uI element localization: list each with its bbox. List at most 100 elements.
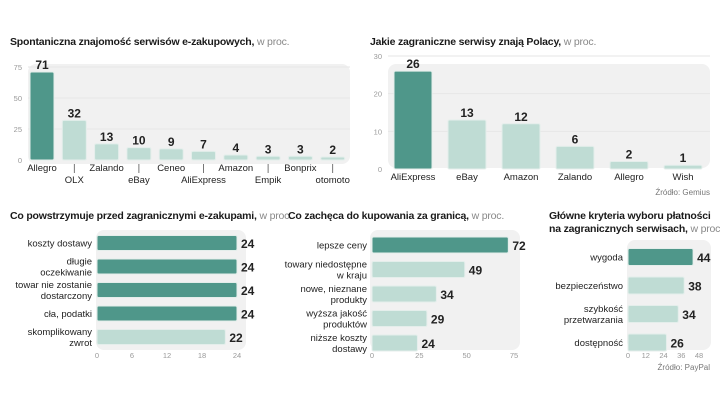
c1-value-label: 9 [168,135,175,149]
c3-category-label: długie [67,257,92,268]
chart2-source: Źródło: Gemius [655,188,710,197]
c5-category-label: szybkość [584,304,623,315]
c4-xtick: 0 [370,351,374,360]
c4-group: 0 25 50 75 72 lepsze ceny 49 towary niedostępne… [285,230,526,360]
c4-category-label: w kraju [336,271,367,282]
c2-category-label: eBay [456,172,478,183]
c1-bar [223,154,249,161]
c5-group: 0 12 24 36 48 44 wygoda 38 bezpieczeństwo 34 szybk… [555,240,711,360]
c2-category-label: Zalando [558,172,592,183]
c3-category-label: zwrot [69,338,92,349]
c2-category-label: AliExpress [391,172,436,183]
c2-panel [388,64,710,168]
c2-category-label: Wish [672,172,693,183]
c3-category-label: skomplikowany [28,327,93,338]
c1-value-label: 3 [265,142,272,156]
c5-value-label: 38 [688,280,702,294]
chart5-unit: w proc. [690,223,720,235]
chart4-title: Co zachęca do kupowania za granicą, w pr… [288,210,504,223]
c2-bar [609,160,649,170]
c1-category-label: Amazon [218,163,253,174]
chart3-title: Co powstrzymuje przed zagranicznymi e-za… [10,210,292,223]
c1-category-label: Allegro [27,163,57,174]
c1-bar [29,71,55,161]
c3-bar [96,258,238,275]
c5-xtick: 12 [642,351,650,360]
c1-bar [126,147,152,161]
c2-category-label: Amazon [504,172,539,183]
c4-bar [371,334,418,352]
c2-value-label: 2 [626,147,633,161]
c1-bar [255,155,281,161]
c4-xtick: 50 [462,351,470,360]
chart1-title-text: Spontaniczna znajomość serwisów e-zakupo… [10,36,255,48]
c4-category-label: lepsze ceny [317,241,367,252]
c1-ytick: 0 [18,156,22,165]
c1-bar [94,143,120,161]
c2-category-label: Allegro [614,172,644,183]
c2-ytick: 30 [374,52,382,61]
c5-xtick: 36 [677,351,685,360]
c1-value-label: 2 [329,143,336,157]
chart2-title-text: Jakie zagraniczne serwisy znają Polacy, [370,36,562,48]
c2-value-label: 26 [406,57,420,71]
c4-bar [371,261,466,278]
c3-xtick: 18 [198,351,206,360]
c3-value-label: 22 [229,331,243,345]
c4-value-label: 34 [440,288,454,302]
c4-xtick: 25 [415,351,423,360]
c5-bar [627,276,685,295]
c3-bar [96,329,226,345]
c5-category-label: wygoda [589,253,623,264]
c3-value-label: 24 [241,237,255,251]
c3-value-label: 24 [241,284,255,298]
c2-bar [501,123,541,170]
c1-category-label: OLX [65,175,85,186]
c3-group: 0 6 12 18 24 24 koszty dostawy 24 długieoczekiwa… [15,230,255,360]
c1-category-label: AliExpress [181,175,226,186]
c2-value-label: 13 [460,106,474,120]
c5-value-label: 34 [682,308,696,322]
c4-value-label: 29 [431,313,445,327]
c5-category-label: bezpieczeństwo [555,281,623,292]
c2-ytick: 10 [374,127,382,136]
c2-value-label: 6 [572,132,579,146]
chart1-unit: w proc. [256,36,290,48]
c1-category-label: Empik [255,175,282,186]
c1-value-label: 3 [297,142,304,156]
c1-value-label: 71 [35,58,49,72]
c1-panel [28,64,350,164]
c1-bar [320,156,346,161]
c5-category-label: przetwarzania [564,315,624,326]
c1-bar [287,155,313,161]
c5-xtick: 48 [695,351,703,360]
c1-ytick: 50 [14,94,22,103]
c4-bar [371,310,428,327]
c3-bar [96,282,238,298]
c3-category-label: oczekiwanie [40,268,92,279]
c3-xtick: 0 [95,351,99,360]
c1-value-label: 32 [68,106,82,120]
chart1-title: Spontaniczna znajomość serwisów e-zakupo… [10,36,290,49]
c2-bar [663,164,703,170]
c3-value-label: 24 [241,308,255,322]
c1-ytick: 75 [14,63,22,72]
chart4-title-text: Co zachęca do kupowania za granicą, [288,210,469,222]
c4-value-label: 49 [469,264,483,278]
c3-bar [96,235,238,251]
c2-bar [447,119,487,170]
chart5-title-text: Główne kryteria wyboru płatności [549,210,711,222]
c1-category-label: otomoto [316,175,350,186]
c4-category-label: nowe, nieznane [300,284,367,295]
c5-category-label: dostępność [574,338,623,349]
c4-category-label: produktów [323,320,367,331]
c2-group: 010203026AliExpress13eBay12Amazon6Zaland… [374,52,710,183]
chart5-title: Główne kryteria wyboru płatności na zagra… [549,210,720,236]
c3-value-label: 24 [241,261,255,275]
c1-value-label: 10 [132,134,146,148]
c2-ytick: 0 [378,165,382,174]
c5-value-label: 44 [697,251,711,265]
chart2-unit: w proc. [563,36,597,48]
c1-value-label: 7 [200,137,207,151]
